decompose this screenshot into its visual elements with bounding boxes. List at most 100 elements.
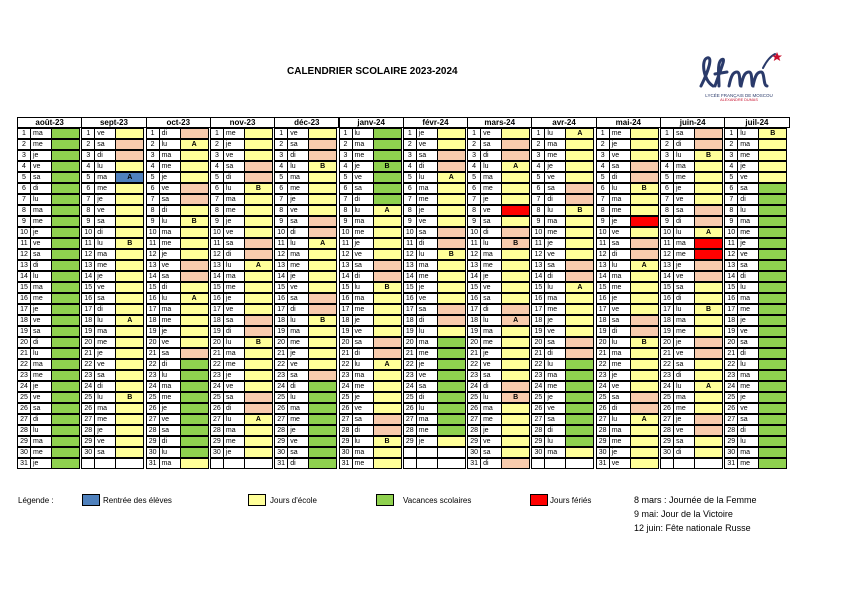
day-number: 10 [17, 227, 31, 238]
day-name: me [544, 381, 567, 392]
day-number: 28 [467, 425, 482, 436]
month-header: avr-24 [531, 117, 597, 128]
day-name: me [673, 403, 695, 414]
day-name: lu [608, 414, 631, 425]
day-status [372, 271, 402, 282]
day-status [501, 359, 531, 370]
page-title: CALENDRIER SCOLAIRE 2023-2024 [287, 66, 458, 77]
day-number: 1 [531, 128, 546, 139]
day-number: 12 [81, 249, 96, 260]
day-number: 21 [402, 348, 417, 359]
day-number: 6 [595, 183, 610, 194]
day-status [436, 425, 466, 436]
day-name: lu [737, 205, 760, 216]
day-number: 5 [145, 172, 160, 183]
day-number: 21 [145, 348, 160, 359]
day-name: me [415, 271, 438, 282]
day-name: ma [94, 249, 117, 260]
day-number: 20 [145, 337, 160, 348]
day-name: ve [415, 216, 438, 227]
month-header: août-23 [17, 117, 83, 128]
day-number: 2 [145, 139, 160, 150]
day-name: ma [544, 139, 567, 150]
day-name: me [737, 150, 760, 161]
day-number: 27 [209, 414, 224, 425]
day-name: je [158, 326, 181, 337]
day-name: ma [673, 392, 695, 403]
day-number: 11 [274, 238, 289, 249]
day-name: me [287, 337, 310, 348]
day-status [243, 238, 273, 249]
day-name: je [608, 293, 631, 304]
day-number: 14 [209, 271, 224, 282]
day-number: 23 [338, 370, 353, 381]
day-status [694, 337, 723, 348]
day-number: 23 [209, 370, 224, 381]
day-name: me [351, 150, 374, 161]
note-women-day: 8 mars : Journée de la Femme [634, 495, 757, 505]
day-number: 7 [660, 194, 674, 205]
day-number: 7 [274, 194, 289, 205]
day-status [243, 392, 273, 403]
day-name: ma [287, 172, 310, 183]
day-name: lu [415, 326, 438, 337]
day-name: ve [673, 271, 695, 282]
day-status [694, 271, 723, 282]
day-name: sa [415, 150, 438, 161]
day-name: ma [287, 249, 310, 260]
day-status [243, 370, 273, 381]
day-status [372, 150, 402, 161]
day-number: 23 [531, 370, 546, 381]
day-number: 19 [145, 326, 160, 337]
day-number: 3 [531, 150, 546, 161]
day-number: 18 [338, 315, 353, 326]
day-number: 21 [209, 348, 224, 359]
day-name: di [415, 392, 438, 403]
day-status [758, 293, 788, 304]
day-number: 31 [724, 458, 739, 469]
day-number: 23 [81, 370, 96, 381]
day-number: 3 [724, 150, 739, 161]
day-name: ma [608, 271, 631, 282]
day-status [115, 282, 145, 293]
day-name: je [351, 238, 374, 249]
day-number: 26 [467, 403, 482, 414]
day-status [565, 425, 595, 436]
day-number: 15 [595, 282, 610, 293]
day-status [629, 271, 659, 282]
day-number: 19 [724, 326, 739, 337]
day-name: ve [608, 227, 631, 238]
day-number: 13 [660, 260, 674, 271]
day-number: 6 [209, 183, 224, 194]
day-name: di [287, 381, 310, 392]
day-status [115, 216, 145, 227]
day-name: ve [158, 337, 181, 348]
day-status [694, 216, 723, 227]
day-status [436, 282, 466, 293]
day-status [565, 216, 595, 227]
day-name: lu [351, 359, 374, 370]
day-number: 13 [531, 260, 546, 271]
day-number: 5 [81, 172, 96, 183]
day-number: 9 [209, 216, 224, 227]
day-number: 3 [209, 150, 224, 161]
day-number: 5 [402, 172, 417, 183]
day-status [436, 161, 466, 172]
day-name: ma [94, 403, 117, 414]
day-name: sa [287, 370, 310, 381]
day-name: je [608, 447, 631, 458]
day-number: 19 [17, 326, 31, 337]
day-status [565, 238, 595, 249]
day-number: 8 [660, 205, 674, 216]
day-number: 31 [595, 458, 610, 469]
day-status [372, 392, 402, 403]
day-number: 11 [17, 238, 31, 249]
day-status [694, 128, 723, 139]
day-number: 24 [274, 381, 289, 392]
day-name: di [158, 128, 181, 139]
day-number: 27 [660, 414, 674, 425]
day-name: di [94, 227, 117, 238]
day-status [51, 359, 80, 370]
day-number: 17 [724, 304, 739, 315]
day-name: di [737, 425, 760, 436]
